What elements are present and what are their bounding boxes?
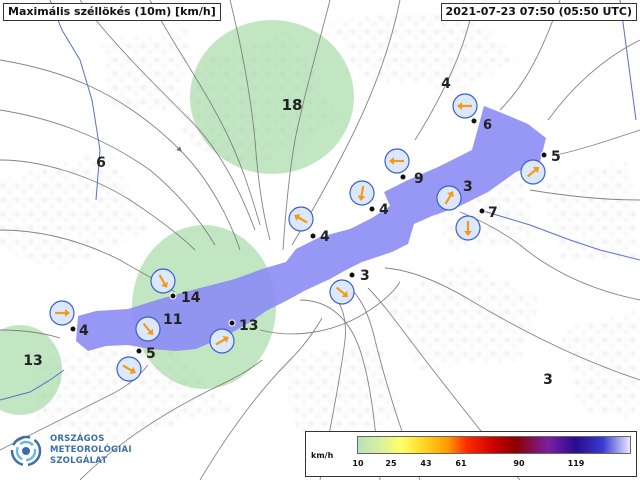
station-dot bbox=[348, 271, 356, 279]
station-dot bbox=[309, 232, 317, 240]
label-11: 11 bbox=[163, 312, 182, 328]
legend-tick-61: 61 bbox=[455, 459, 467, 468]
station-symbols bbox=[49, 93, 548, 382]
wind-direction-icon bbox=[452, 93, 478, 119]
lake-balaton bbox=[76, 106, 546, 351]
color-scale-legend: km/h 10 25 43 61 90 119 bbox=[305, 431, 637, 477]
label-4-center-west: 4 bbox=[320, 229, 330, 245]
wind-direction-icon bbox=[329, 279, 355, 305]
omsz-logo-icon bbox=[10, 435, 42, 467]
wind-direction-icon bbox=[520, 159, 546, 185]
map-title: Maximális széllökés (10m) [km/h] bbox=[3, 3, 221, 21]
legend-tick-10: 10 bbox=[352, 459, 364, 468]
map-timestamp: 2021-07-23 07:50 (05:50 UTC) bbox=[440, 3, 637, 21]
station-dot bbox=[169, 292, 177, 300]
station-value-labels: 18 6 4 6 5 9 3 7 4 4 3 14 11 13 4 5 13 3 bbox=[23, 76, 560, 388]
label-9: 9 bbox=[414, 171, 424, 187]
omsz-logo: ORSZÁGOS METEOROLÓGIAI SZOLGÁLAT bbox=[8, 428, 158, 474]
wind-direction-icon bbox=[455, 215, 481, 241]
station-dot bbox=[135, 347, 143, 355]
omsz-logo-text: ORSZÁGOS METEOROLÓGIAI SZOLGÁLAT bbox=[50, 434, 132, 467]
label-4-west: 4 bbox=[79, 323, 89, 339]
station-dot bbox=[540, 151, 548, 159]
label-14: 14 bbox=[181, 290, 201, 306]
label-5-east: 5 bbox=[551, 149, 561, 165]
label-3-center: 3 bbox=[360, 268, 370, 284]
label-6-west: 6 bbox=[96, 155, 106, 171]
label-3-center-east: 3 bbox=[463, 179, 473, 195]
wind-direction-icon bbox=[135, 316, 161, 342]
wind-direction-icon bbox=[116, 356, 142, 382]
wind-direction-icon bbox=[384, 148, 410, 174]
station-dot bbox=[368, 205, 376, 213]
label-4-northeast: 4 bbox=[441, 76, 451, 92]
wind-direction-icon bbox=[288, 206, 314, 232]
label-7: 7 bbox=[488, 205, 498, 221]
legend-unit: km/h bbox=[311, 451, 334, 460]
logo-line-1: ORSZÁGOS bbox=[50, 434, 105, 444]
station-dot bbox=[470, 117, 478, 125]
logo-line-2: METEOROLÓGIAI bbox=[50, 445, 132, 455]
label-13-west: 13 bbox=[23, 353, 42, 369]
label-5-southwest: 5 bbox=[146, 346, 156, 362]
legend-tick-25: 25 bbox=[385, 459, 397, 468]
legend-color-bar bbox=[357, 436, 631, 454]
wind-direction-icon bbox=[436, 185, 462, 211]
legend-tick-43: 43 bbox=[420, 459, 432, 468]
rivers bbox=[0, 0, 640, 401]
gust-zone-west bbox=[0, 325, 62, 415]
label-4-center: 4 bbox=[379, 202, 389, 218]
wind-direction-icon bbox=[349, 180, 375, 206]
label-6-east: 6 bbox=[483, 118, 492, 133]
wind-direction-icon bbox=[209, 328, 235, 354]
wind-direction-icon bbox=[150, 268, 176, 294]
legend-tick-90: 90 bbox=[513, 459, 525, 468]
station-dot bbox=[399, 173, 407, 181]
label-13-south: 13 bbox=[239, 318, 258, 334]
gust-zone-north bbox=[190, 20, 354, 174]
logo-line-3: SZOLGÁLAT bbox=[50, 456, 108, 466]
wind-direction-icon bbox=[49, 300, 75, 326]
station-dot bbox=[228, 319, 236, 327]
station-dot bbox=[478, 207, 486, 215]
label-18: 18 bbox=[282, 96, 303, 114]
station-dot bbox=[69, 325, 77, 333]
legend-tick-119: 119 bbox=[567, 459, 585, 468]
label-3-southeast: 3 bbox=[543, 372, 553, 388]
